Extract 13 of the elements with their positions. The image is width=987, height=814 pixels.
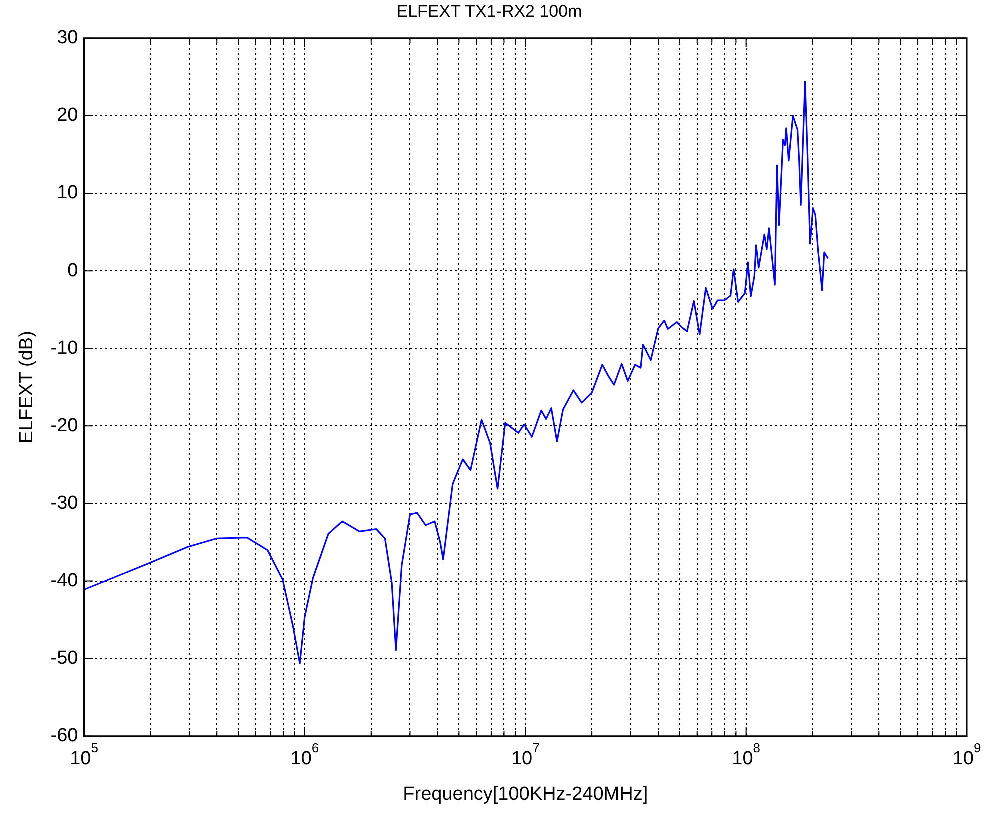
y-tick-label: -30 — [50, 492, 78, 514]
y-tick-label: -60 — [50, 726, 78, 747]
y-tick-label: 30 — [57, 28, 78, 49]
y-tick-label: -20 — [50, 415, 78, 436]
x-axis-title: Frequency[100KHz-240MHz] — [403, 784, 648, 805]
y-tick-label: -10 — [50, 338, 78, 359]
y-tick-label: -40 — [50, 570, 78, 592]
y-tick-label: -50 — [50, 648, 78, 670]
y-tick-label: 0 — [68, 260, 78, 282]
y-tick-label: 10 — [57, 182, 78, 204]
y-axis-title: ELFEXT (dB) — [16, 331, 38, 444]
y-tick-label: 20 — [57, 105, 78, 126]
chart-title: ELFEXT TX1-RX2 100m — [396, 2, 582, 21]
